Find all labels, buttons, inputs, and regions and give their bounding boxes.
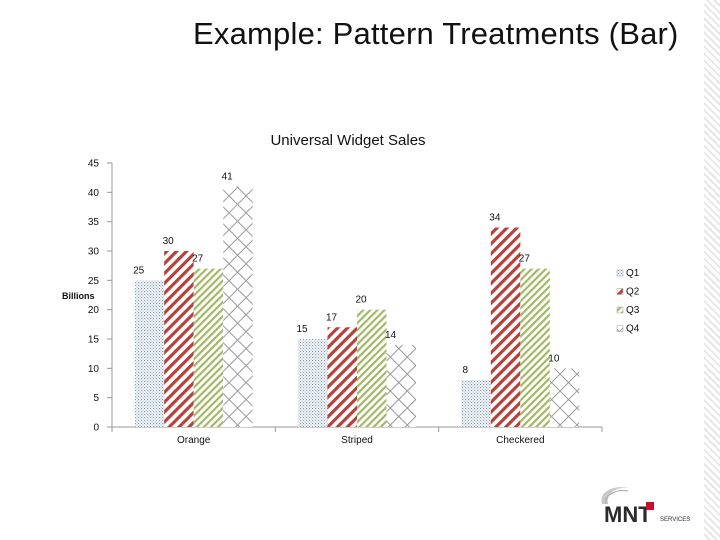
bar-q4-orange	[223, 186, 253, 427]
company-logo: MNT SERVICES	[601, 486, 690, 527]
bar-q1-orange	[134, 280, 165, 427]
bar-q4-checkered	[549, 368, 580, 427]
legend-label-q4: Q4	[626, 324, 640, 335]
y-tick-label: 30	[88, 247, 100, 258]
bar-q2-orange	[164, 251, 194, 427]
legend-swatch-q2	[616, 288, 624, 295]
bar-q2-checkered	[490, 227, 521, 427]
bar-q2-striped	[327, 327, 357, 427]
y-tick-label: 40	[88, 188, 100, 199]
data-label: 30	[163, 236, 175, 247]
category-label: Checkered	[496, 435, 544, 446]
legend-swatch-q4	[616, 325, 624, 332]
legend-label-q1: Q1	[626, 268, 640, 279]
y-tick-label: 5	[93, 393, 99, 404]
bar-q1-checkered	[461, 380, 491, 427]
category-label: Orange	[177, 435, 211, 446]
data-label: 20	[355, 295, 367, 306]
y-tick-label: 20	[88, 305, 100, 316]
data-label: 27	[192, 254, 204, 265]
data-label: 25	[133, 265, 145, 276]
data-label: 8	[463, 365, 469, 376]
data-label: 41	[222, 171, 234, 182]
decorative-edge	[704, 0, 720, 540]
logo-swoosh-icon	[601, 486, 630, 505]
data-label: 17	[326, 312, 338, 323]
bar-q3-orange	[193, 268, 224, 427]
data-label: 15	[296, 324, 308, 335]
bar-q3-checkered	[520, 268, 550, 427]
logo-text: MNT	[604, 502, 652, 527]
bar-q3-striped	[357, 309, 387, 427]
chart-title: Universal Widget Sales	[270, 132, 425, 149]
data-label: 10	[548, 353, 560, 364]
legend-swatch-q3	[616, 306, 624, 314]
y-axis-label: Billions	[62, 291, 95, 301]
bar-q4-striped	[386, 344, 416, 427]
logo-subtext: SERVICES	[660, 517, 690, 523]
y-tick-label: 15	[88, 335, 100, 346]
data-label: 34	[489, 213, 501, 224]
y-tick-label: 25	[88, 276, 100, 287]
category-label: Striped	[341, 435, 373, 446]
data-label: 14	[385, 330, 397, 341]
slide-title: Example: Pattern Treatments (Bar)	[193, 16, 679, 51]
y-tick-label: 10	[88, 364, 100, 375]
data-label: 27	[519, 254, 531, 265]
y-tick-label: 0	[93, 423, 99, 434]
y-tick-label: 35	[88, 217, 100, 228]
legend-label-q3: Q3	[626, 305, 640, 316]
legend-swatch-q1	[616, 269, 624, 277]
legend-label-q2: Q2	[626, 287, 640, 298]
bar-q1-striped	[298, 339, 328, 427]
y-tick-label: 45	[88, 159, 100, 170]
logo-red-square	[646, 502, 654, 510]
